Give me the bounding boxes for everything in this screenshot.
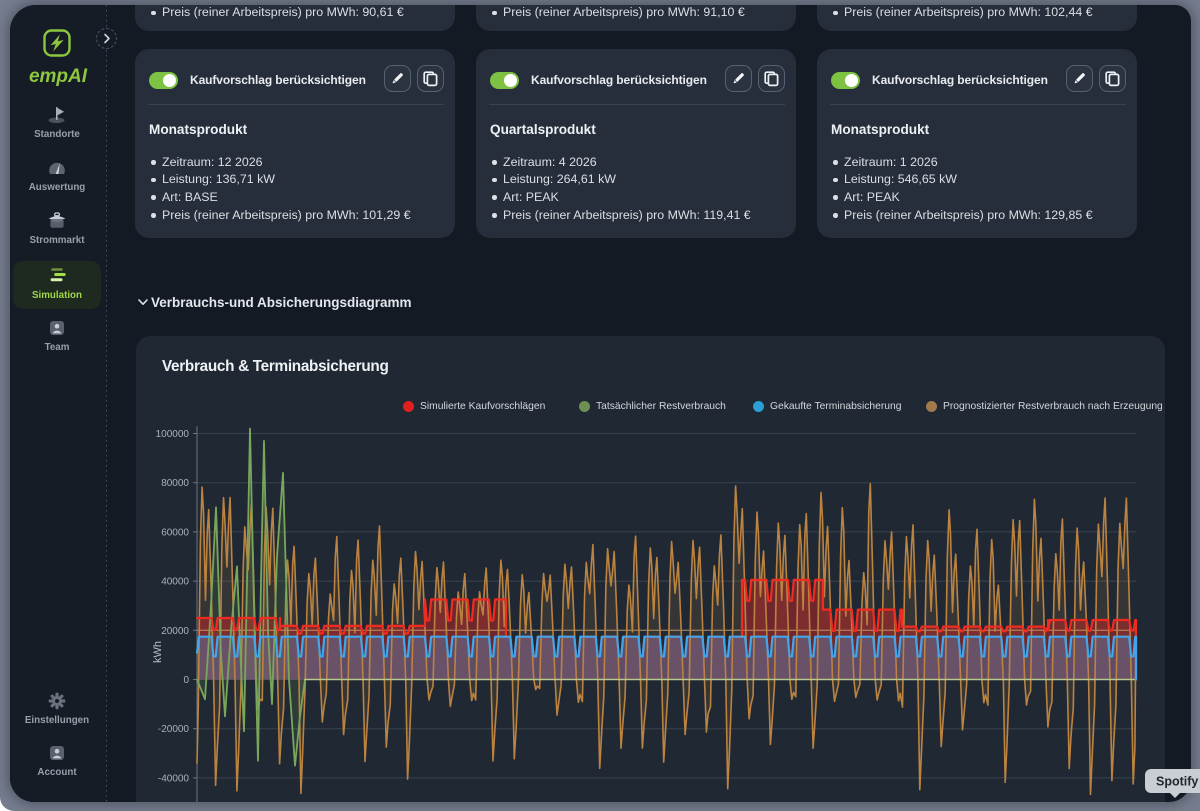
svg-text:20000: 20000 xyxy=(161,626,189,637)
svg-text:-20000: -20000 xyxy=(158,724,190,735)
svg-text:80000: 80000 xyxy=(161,478,189,489)
svg-text:100000: 100000 xyxy=(156,429,190,440)
svg-text:0: 0 xyxy=(183,675,189,686)
svg-text:60000: 60000 xyxy=(161,527,189,538)
svg-text:-40000: -40000 xyxy=(158,773,190,784)
svg-text:Spotify: Spotify xyxy=(1156,775,1198,789)
svg-text:kWh: kWh xyxy=(152,641,164,663)
svg-text:40000: 40000 xyxy=(161,577,189,588)
